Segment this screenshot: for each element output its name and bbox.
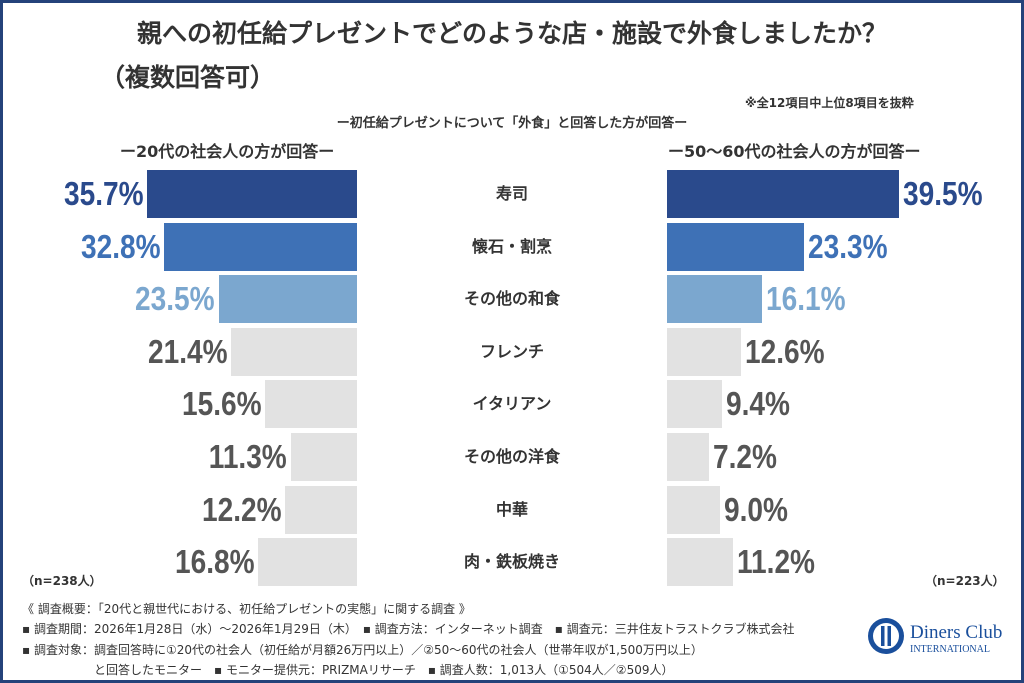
category-label: 懐石・割烹 [471,236,552,256]
right-sample-size: （n=223人） [925,574,1005,588]
data-label: 12.2% [201,490,282,528]
footer-line: 《 調査概要：「20代と親世代における、初任給プレゼントの実態」に関する調査 》 [22,602,471,616]
left-bar [218,275,357,324]
data-label: 21.4% [147,332,228,370]
left-bar [231,327,357,376]
right-bar [667,538,733,587]
data-label: 9.4% [726,385,791,423]
footer-line: と回答したモニター ▪ モニター提供元：PRIZMAリサーチ ▪ 調査人数：1,… [22,663,674,677]
data-label: 9.0% [723,490,788,528]
data-label: 16.1% [765,280,846,318]
right-bar [667,275,762,324]
left-sample-size: （n=238人） [22,574,102,588]
right-series-header: ー50〜60代の社会人の方が回答ー [668,142,921,161]
category-label: イタリアン [472,394,552,414]
category-label: 肉・鉄板焼き [463,552,560,572]
category-label: その他の洋食 [463,447,560,466]
data-label: 32.8% [80,227,161,265]
data-label: 16.8% [174,543,255,581]
data-label: 11.3% [208,438,287,475]
chart-subtitle: ー初任給プレゼントについて「外食」と回答した方が回答ー [336,116,688,131]
left-bar [258,538,357,587]
data-label: 39.5% [903,175,983,212]
data-label: 23.3% [808,227,888,265]
left-series-header: ー20代の社会人の方が回答ー [120,142,335,161]
right-bar [667,433,710,481]
note: ※全12項目中上位8項目を抜粋 [745,96,914,110]
footer-line: ▪ 調査対象：調査回答時に①20代の社会人（初任給が月額26万円以上）／②50〜… [22,643,703,657]
right-bar [667,222,804,271]
svg-text:Diners Club: Diners Club [910,622,1002,643]
right-bar [667,485,720,534]
category-label: その他の和食 [463,289,560,309]
data-label: 11.2% [736,543,815,581]
diners-club-logo: Diners Club INTERNATIONAL [866,614,1011,658]
right-bar [667,380,723,429]
footer-line: ▪ 調査期間：2026年1月28日（水）〜2026年1月29日（木） ▪ 調査方… [22,622,795,636]
left-bar [265,380,357,429]
right-bar [667,170,900,218]
category-label: フレンチ [479,341,544,361]
left-bar [290,433,357,481]
chart-title-line2: （複数回答可） [100,63,276,92]
right-bar [667,327,742,376]
data-label: 12.6% [745,332,825,370]
data-label: 7.2% [713,438,778,475]
left-bar [285,485,357,534]
category-label: 寿司 [495,184,528,203]
category-label: 中華 [495,499,528,519]
left-bar [164,222,357,271]
svg-text:INTERNATIONAL: INTERNATIONAL [910,644,990,655]
chart-title: 親への初任給プレゼントでどのような店・施設で外食しましたか？ [136,19,887,48]
data-label: 23.5% [135,280,215,318]
data-label: 35.7% [63,175,144,212]
data-label: 15.6% [181,385,262,423]
left-bar [147,170,357,218]
